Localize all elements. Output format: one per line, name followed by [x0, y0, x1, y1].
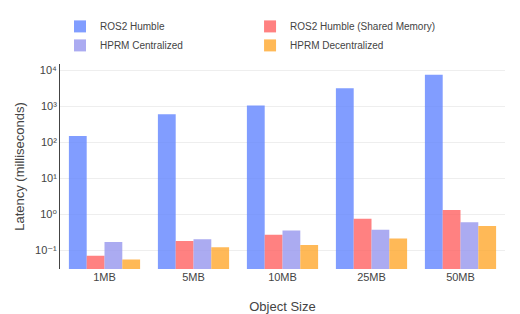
- svg-text:HPRM Centralized: HPRM Centralized: [100, 40, 183, 51]
- svg-text:10⁻¹: 10⁻¹: [35, 244, 57, 256]
- svg-text:Object Size: Object Size: [249, 299, 315, 314]
- svg-text:25MB: 25MB: [357, 271, 386, 283]
- svg-text:10¹: 10¹: [41, 172, 57, 184]
- svg-text:HPRM Decentralized: HPRM Decentralized: [290, 40, 383, 51]
- svg-text:10²: 10²: [41, 136, 57, 148]
- svg-text:1MB: 1MB: [93, 271, 116, 283]
- svg-text:5MB: 5MB: [182, 271, 205, 283]
- svg-text:10⁴: 10⁴: [40, 64, 57, 76]
- svg-text:10MB: 10MB: [268, 271, 297, 283]
- svg-text:10³: 10³: [41, 100, 57, 112]
- svg-text:50MB: 50MB: [446, 271, 475, 283]
- svg-text:Latency (milliseconds): Latency (milliseconds): [12, 102, 27, 231]
- svg-text:10⁰: 10⁰: [40, 208, 57, 220]
- svg-text:ROS2 Humble: ROS2 Humble: [100, 21, 165, 32]
- svg-text:ROS2 Humble (Shared Memory): ROS2 Humble (Shared Memory): [290, 21, 435, 32]
